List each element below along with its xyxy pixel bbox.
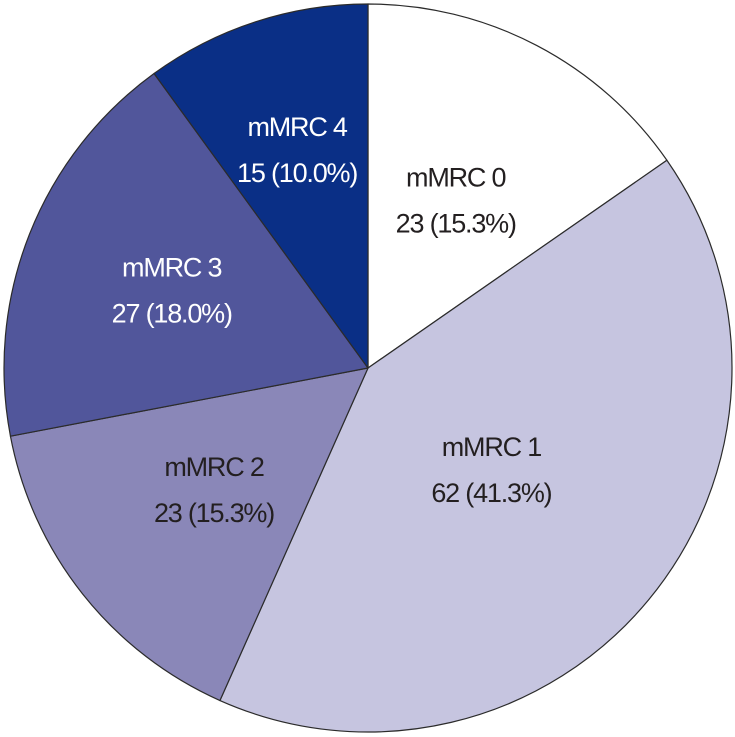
slice-label: mMRC 2: [164, 452, 263, 482]
slice-value-label: 15 (10.0%): [237, 158, 357, 188]
slice-label: mMRC 4: [247, 112, 347, 142]
pie-labels: mMRC 0 23 (15.3%) mMRC 1 62 (41.3%) mMRC 2 23…: [112, 112, 553, 528]
slice-label: mMRC 3: [122, 252, 221, 282]
pie-slice-mmrc-1: [219, 159, 733, 733]
slice-value-label: 62 (41.3%): [431, 478, 551, 508]
slice-label: mMRC 1: [442, 432, 541, 462]
pie-slice-mmrc-4: [153, 3, 369, 369]
slice-value-label: 27 (18.0%): [112, 298, 232, 328]
pie-slice-mmrc-2: [9, 367, 369, 702]
pie-slices: [3, 3, 733, 733]
slice-value-label: 23 (15.3%): [396, 208, 516, 238]
slice-label: mMRC 0: [406, 162, 505, 192]
pie-slice-mmrc-3: [3, 72, 369, 437]
slice-value-label: 23 (15.3%): [154, 498, 274, 528]
pie-slice-mmrc-0: [367, 3, 668, 369]
